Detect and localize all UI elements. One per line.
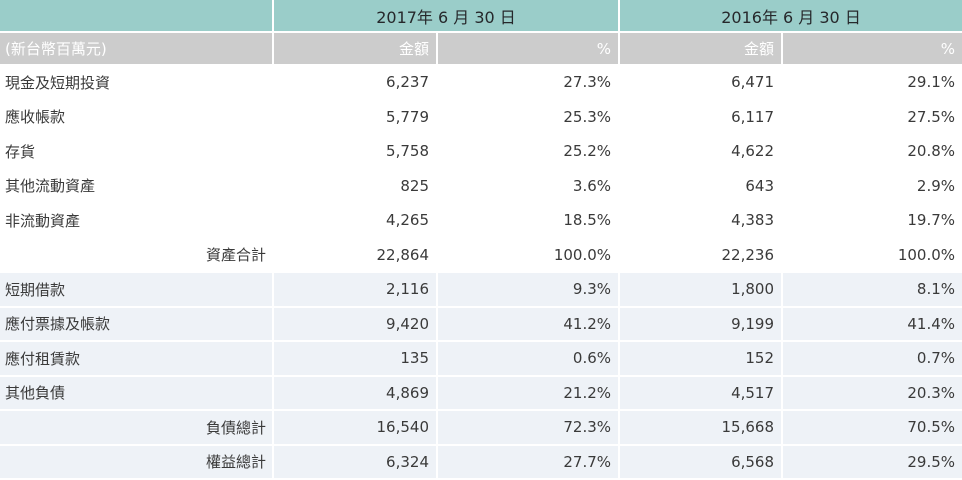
table-row-total-liabilities: 負債總計 16,540 72.3% 15,668 70.5%	[0, 411, 962, 446]
percent-2016: 0.7%	[783, 342, 962, 377]
amount-2017: 5,758	[274, 135, 438, 170]
row-label: 其他負債	[0, 376, 274, 411]
percent-2017: 72.3%	[438, 411, 621, 446]
percent-2017: 100.0%	[438, 238, 621, 273]
percent-2016: 100.0%	[783, 238, 962, 273]
percent-2016: 19.7%	[783, 204, 962, 239]
percent-2017: 25.2%	[438, 135, 621, 170]
table-row-total-assets: 資產合計 22,864 100.0% 22,236 100.0%	[0, 238, 962, 273]
amount-2016: 22,236	[620, 238, 784, 273]
row-label: 非流動資產	[0, 204, 274, 239]
percent-2016: 41.4%	[783, 307, 962, 342]
percent-header-2016: %	[783, 33, 962, 66]
amount-2016: 643	[620, 169, 784, 204]
percent-2016: 2.9%	[783, 169, 962, 204]
amount-2016: 9,199	[620, 307, 784, 342]
currency-unit-label: (新台幣百萬元)	[0, 33, 274, 66]
amount-2016: 1,800	[620, 273, 784, 308]
row-label: 資產合計	[0, 238, 274, 273]
amount-header-2017: 金額	[274, 33, 438, 66]
amount-2017: 16,540	[274, 411, 438, 446]
row-label: 現金及短期投資	[0, 66, 274, 101]
row-label: 負債總計	[0, 411, 274, 446]
amount-2017: 22,864	[274, 238, 438, 273]
table-row-total-equity: 權益總計 6,324 27.7% 6,568 29.5%	[0, 445, 962, 480]
percent-2017: 0.6%	[438, 342, 621, 377]
percent-2017: 27.7%	[438, 445, 621, 480]
table-row-cash: 現金及短期投資 6,237 27.3% 6,471 29.1%	[0, 66, 962, 101]
row-label: 權益總計	[0, 445, 274, 480]
percent-2017: 41.2%	[438, 307, 621, 342]
amount-2016: 152	[620, 342, 784, 377]
amount-2017: 4,869	[274, 376, 438, 411]
subheader-row: (新台幣百萬元) 金額 % 金額 %	[0, 33, 962, 66]
corner-cell	[0, 0, 274, 33]
percent-2016: 20.8%	[783, 135, 962, 170]
percent-2016: 20.3%	[783, 376, 962, 411]
percent-2016: 27.5%	[783, 100, 962, 135]
row-label: 應付租賃款	[0, 342, 274, 377]
amount-2017: 9,420	[274, 307, 438, 342]
period-header-row: 2017年 6 月 30 日 2016年 6 月 30 日	[0, 0, 962, 33]
amount-2017: 6,237	[274, 66, 438, 101]
amount-2017: 135	[274, 342, 438, 377]
percent-2017: 9.3%	[438, 273, 621, 308]
amount-2017: 4,265	[274, 204, 438, 239]
percent-2016: 8.1%	[783, 273, 962, 308]
percent-2017: 3.6%	[438, 169, 621, 204]
row-label: 短期借款	[0, 273, 274, 308]
period-header-2017: 2017年 6 月 30 日	[274, 0, 621, 33]
amount-2017: 2,116	[274, 273, 438, 308]
row-label: 存貨	[0, 135, 274, 170]
table-row-noncurrent-assets: 非流動資產 4,265 18.5% 4,383 19.7%	[0, 204, 962, 239]
percent-2017: 18.5%	[438, 204, 621, 239]
amount-2016: 4,622	[620, 135, 784, 170]
row-label: 應付票據及帳款	[0, 307, 274, 342]
percent-header-2017: %	[438, 33, 621, 66]
percent-2017: 25.3%	[438, 100, 621, 135]
amount-2016: 4,517	[620, 376, 784, 411]
amount-2016: 6,471	[620, 66, 784, 101]
row-label: 應收帳款	[0, 100, 274, 135]
table-row-other-current-assets: 其他流動資產 825 3.6% 643 2.9%	[0, 169, 962, 204]
table-row-receivables: 應收帳款 5,779 25.3% 6,117 27.5%	[0, 100, 962, 135]
percent-2017: 21.2%	[438, 376, 621, 411]
percent-2016: 29.5%	[783, 445, 962, 480]
amount-2016: 6,568	[620, 445, 784, 480]
percent-2016: 29.1%	[783, 66, 962, 101]
table-row-inventory: 存貨 5,758 25.2% 4,622 20.8%	[0, 135, 962, 170]
amount-2017: 825	[274, 169, 438, 204]
amount-2016: 15,668	[620, 411, 784, 446]
percent-2016: 70.5%	[783, 411, 962, 446]
amount-2017: 5,779	[274, 100, 438, 135]
row-label: 其他流動資產	[0, 169, 274, 204]
amount-2016: 6,117	[620, 100, 784, 135]
table-row-other-liabilities: 其他負債 4,869 21.2% 4,517 20.3%	[0, 376, 962, 411]
amount-header-2016: 金額	[620, 33, 784, 66]
period-header-2016: 2016年 6 月 30 日	[620, 0, 962, 33]
table-row-short-term-borrowings: 短期借款 2,116 9.3% 1,800 8.1%	[0, 273, 962, 308]
table-row-lease-payable: 應付租賃款 135 0.6% 152 0.7%	[0, 342, 962, 377]
percent-2017: 27.3%	[438, 66, 621, 101]
table-row-notes-accounts-payable: 應付票據及帳款 9,420 41.2% 9,199 41.4%	[0, 307, 962, 342]
amount-2016: 4,383	[620, 204, 784, 239]
amount-2017: 6,324	[274, 445, 438, 480]
